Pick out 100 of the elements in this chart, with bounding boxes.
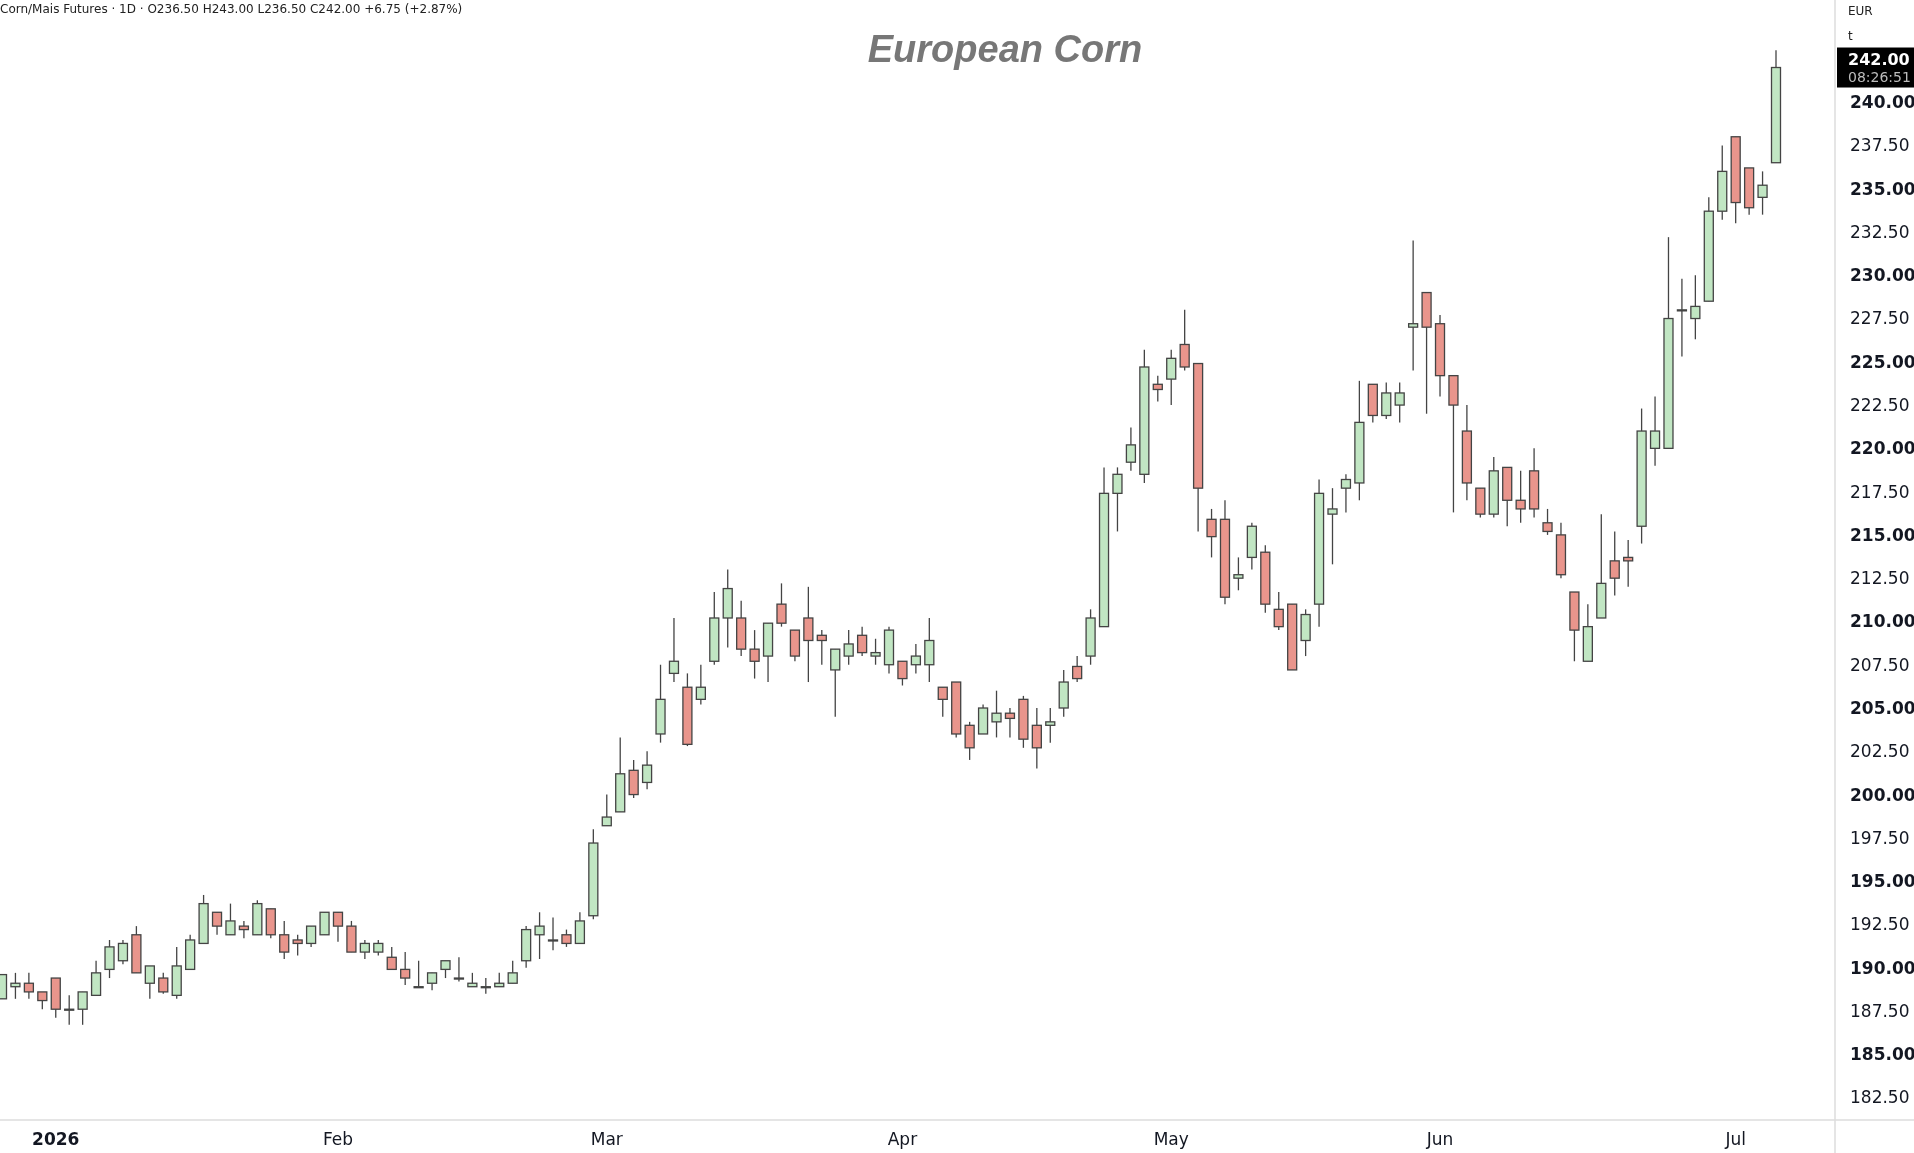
candlestick: [534, 911, 545, 960]
candlestick: [1273, 591, 1284, 631]
y-tick-label: 205.00: [1850, 697, 1914, 718]
text: t: [1848, 29, 1853, 43]
candlestick: [1623, 539, 1634, 588]
candlestick: [910, 643, 922, 675]
candlestick: [1757, 170, 1768, 216]
x-tick-label: May: [1153, 1129, 1189, 1149]
candlestick: [1381, 381, 1392, 420]
x-tick-label: Jun: [1425, 1129, 1454, 1149]
candlestick: [319, 911, 330, 936]
x-tick-label: 2026: [32, 1129, 80, 1149]
annotation: Corn/Mais Futures · 1D · O236.50 H243.00 L236.50 C242.00 +6.75 (+2.87%): [0, 2, 463, 16]
y-tick-label: 240.00: [1850, 92, 1914, 113]
candlestick: [1125, 426, 1137, 472]
candlestick: [1072, 655, 1083, 683]
candlestick: [453, 956, 465, 983]
candlestick: [816, 629, 827, 666]
candlestick: [1233, 556, 1244, 591]
candlestick: [964, 721, 975, 761]
candlestick: [1690, 274, 1701, 340]
candlestick: [332, 911, 344, 943]
candlestick: [547, 916, 559, 952]
y-tick-label: 197.50: [1850, 827, 1910, 848]
y-tick-label: 235.00: [1850, 178, 1914, 199]
candlestick: [1166, 349, 1177, 406]
candlestick: [749, 629, 760, 680]
candlestick: [23, 972, 35, 1000]
candlestick: [117, 939, 129, 965]
x-tick-label: Apr: [887, 1129, 918, 1149]
candlestick: [803, 586, 814, 683]
y-tick-label: 232.50: [1850, 221, 1910, 242]
candlestick: [870, 638, 881, 666]
candlestick: [776, 582, 787, 628]
y-tick-label: 212.50: [1850, 568, 1910, 589]
candlestick: [1206, 508, 1217, 559]
candlestick: [1542, 508, 1553, 536]
y-tick-label: 210.00: [1850, 611, 1914, 632]
y-tick-label: 185.00: [1850, 1044, 1914, 1065]
candlestick: [413, 960, 424, 989]
y-tick-label: 187.50: [1850, 1000, 1910, 1021]
candlestick: [1179, 309, 1190, 372]
candlestick: [1515, 470, 1526, 524]
candlestick: [937, 686, 948, 718]
candlestick: [574, 911, 586, 945]
candlestick: [158, 972, 169, 995]
text: 08:26:51: [1848, 69, 1911, 86]
candlestick: [144, 965, 155, 1000]
candlestick: [279, 920, 290, 960]
y-tick-label: 237.50: [1850, 135, 1910, 156]
y-tick-label: 202.50: [1850, 741, 1910, 762]
y-tick-label: 200.00: [1850, 784, 1914, 805]
candlestick: [856, 626, 868, 657]
candlestick: [843, 629, 854, 666]
candlestick: [1340, 473, 1352, 514]
x-tick-label: Mar: [590, 1129, 623, 1149]
candlestick: [1609, 530, 1620, 597]
candlestick: [668, 617, 680, 683]
candlestick: [1327, 487, 1338, 565]
y-tick-label: 195.00: [1850, 871, 1914, 892]
candlestick: [1045, 707, 1056, 744]
y-tick-label: 192.50: [1850, 914, 1910, 935]
text: 242.00: [1848, 50, 1910, 70]
candlestick: [897, 660, 908, 687]
y-tick-label: 220.00: [1850, 438, 1914, 459]
candlestick: [400, 951, 411, 986]
candlestick: [211, 911, 223, 936]
candlestick: [601, 793, 612, 827]
candlestick: [292, 934, 303, 957]
candlestick: [359, 939, 371, 960]
x-tick-label: Feb: [322, 1129, 354, 1149]
candlestick: [104, 939, 115, 979]
candlestick: [386, 946, 397, 971]
candlestick: [1649, 395, 1661, 467]
y-tick-label: 222.50: [1850, 395, 1910, 416]
candlestick: [1394, 381, 1405, 424]
x-tick-label: Jul: [1724, 1129, 1746, 1149]
candlestick: [238, 920, 250, 939]
y-tick-label: 225.00: [1850, 351, 1914, 372]
candlestick: [1112, 466, 1123, 533]
candlestick: [1152, 374, 1163, 403]
candlestick: [641, 750, 653, 791]
y-tick-label: 227.50: [1850, 308, 1910, 329]
candlestick: [1004, 707, 1016, 739]
candlestick: [90, 960, 102, 997]
y-tick-label: 207.50: [1850, 654, 1910, 675]
candlestick: [305, 925, 317, 948]
candlestick: [991, 690, 1002, 739]
candlestick: [77, 991, 88, 1026]
y-tick-label: 182.50: [1850, 1087, 1910, 1108]
y-tick-label: 217.50: [1850, 481, 1910, 502]
y-tick-label: 230.00: [1850, 265, 1914, 286]
y-tick-label: 215.00: [1850, 524, 1914, 545]
y-tick-label: 190.00: [1850, 957, 1914, 978]
candlestick: [1031, 707, 1042, 770]
candlestick: [10, 972, 21, 1000]
text: EUR: [1848, 4, 1873, 18]
text: European Corn: [867, 28, 1143, 70]
candlestick: [507, 960, 518, 984]
candlestick: [1407, 239, 1419, 372]
